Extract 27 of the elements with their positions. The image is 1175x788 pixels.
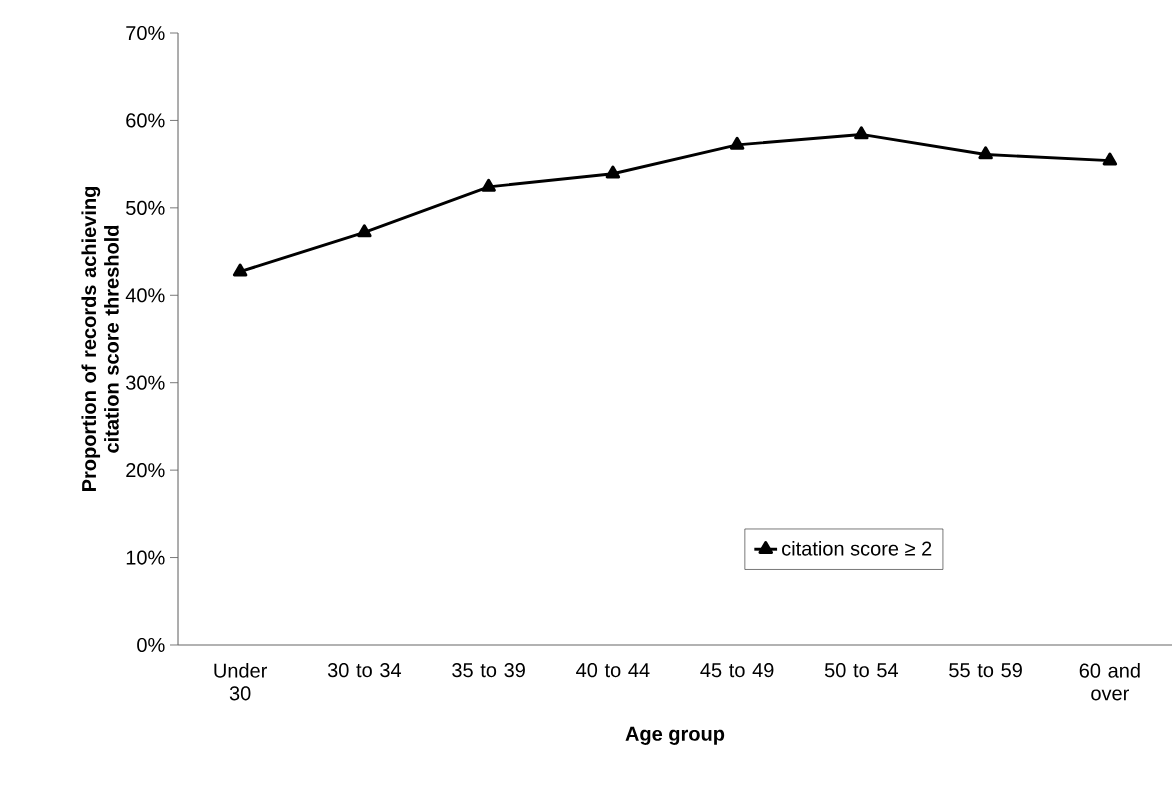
x-tick-label: 50 to 54 <box>824 663 899 678</box>
x-tick-label: 30 to 34 <box>327 663 402 678</box>
x-tick-label: 40 to 44 <box>576 663 650 678</box>
point <box>854 126 869 140</box>
y-tick-label: 50% <box>126 200 165 215</box>
point <box>357 224 372 238</box>
point <box>978 146 993 160</box>
y-tick-label: 70% <box>126 25 165 41</box>
y-tick-label: 60% <box>126 113 165 128</box>
x-tick-label: 60 and over <box>1079 663 1140 701</box>
x-tick-label: Under 30 <box>214 663 268 701</box>
point <box>481 178 496 192</box>
y-tick-label: 30% <box>126 375 165 390</box>
point <box>232 263 248 277</box>
point <box>605 165 621 179</box>
y-tick-label: 0% <box>137 637 165 653</box>
x-axis-title: Age group <box>625 726 725 745</box>
y-tick-label: 20% <box>126 463 165 478</box>
x-tick-label: 45 to 49 <box>700 663 774 678</box>
y-tick-label: 40% <box>125 288 165 303</box>
y-axis-title: Proportion of records achieving citation score threshold <box>81 187 119 492</box>
point <box>729 136 745 150</box>
x-tick-label: 35 to 39 <box>452 663 525 678</box>
legend-label: citation score ≥ 2 <box>782 540 932 556</box>
point <box>1102 152 1118 166</box>
x-tick-label: 55 to 59 <box>949 663 1022 678</box>
y-tick-label: 10% <box>126 550 165 565</box>
